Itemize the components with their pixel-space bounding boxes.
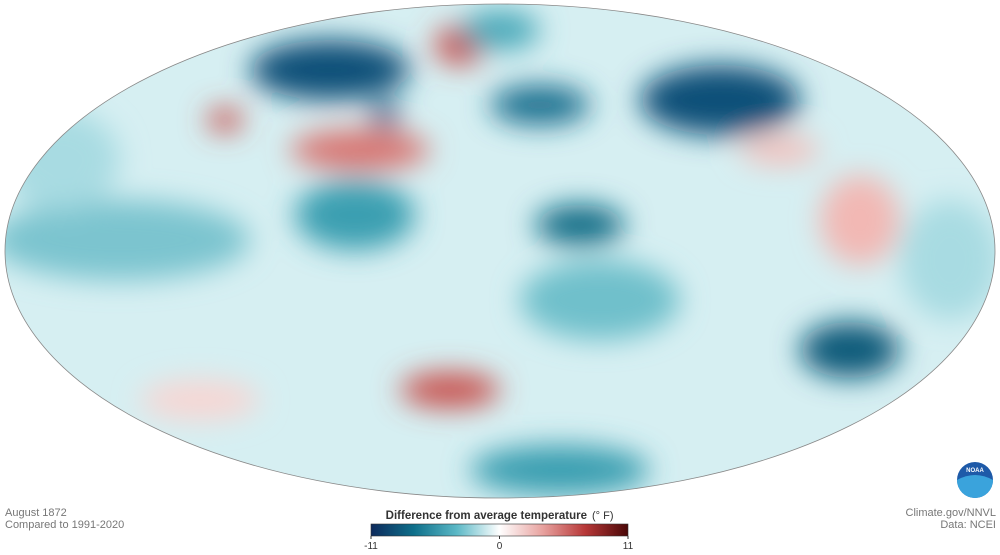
source-label: Data: NCEI: [940, 519, 996, 531]
colorbar-ticks: -11 0 11: [364, 536, 634, 552]
date-label: August 1872: [5, 507, 67, 519]
globe-outline: [4, 3, 996, 499]
anomaly-map: [5, 4, 995, 498]
baseline-label: Compared to 1991-2020: [5, 519, 124, 531]
tick-label: 11: [623, 541, 634, 552]
noaa-logo: NOAA: [957, 462, 993, 498]
tick-label: 0: [497, 541, 503, 552]
credit-label: Climate.gov/NNVL: [906, 507, 996, 519]
legend-unit: (° F): [592, 510, 614, 522]
tick-label: -11: [364, 541, 378, 552]
logo-text: NOAA: [966, 468, 984, 474]
legend-title: Difference from average temperature: [386, 510, 587, 522]
colorbar: [370, 523, 629, 537]
